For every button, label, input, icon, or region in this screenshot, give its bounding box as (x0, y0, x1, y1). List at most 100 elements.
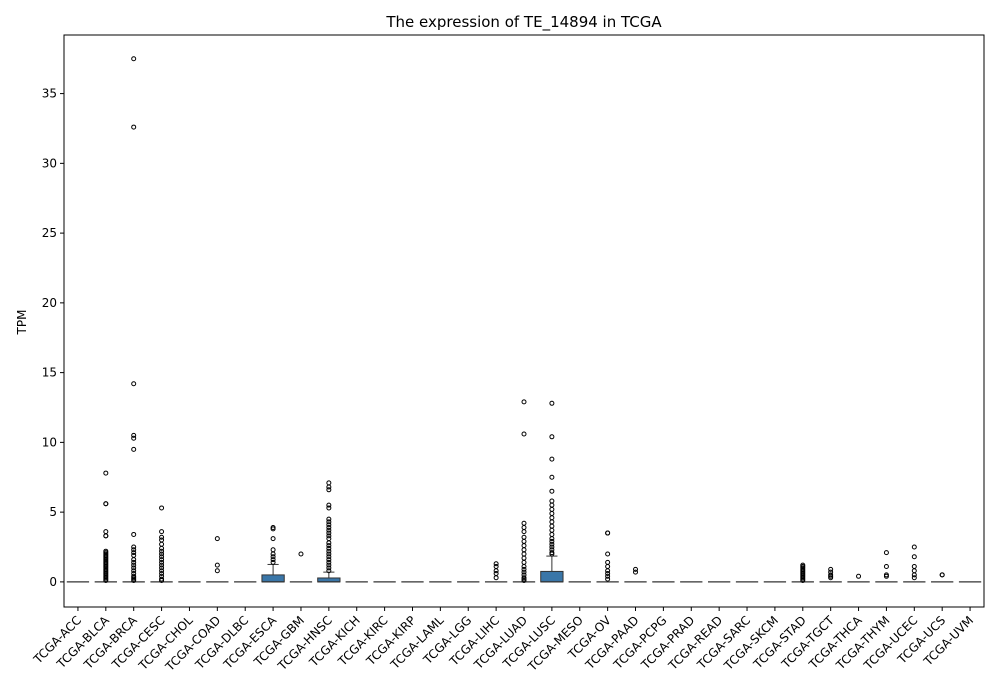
outlier-point (549, 506, 555, 512)
outlier-point (326, 562, 332, 568)
outlier-point (521, 431, 527, 437)
outlier-point (493, 568, 499, 574)
outlier-point (103, 501, 109, 507)
box-tcga-brca (122, 56, 145, 583)
outlier-point (326, 516, 332, 522)
box-tcga-lihc (484, 561, 508, 583)
outlier-point (159, 577, 165, 583)
outlier-point (326, 565, 332, 571)
outlier-point (159, 562, 165, 568)
outlier-point (326, 519, 332, 525)
outlier-point (605, 571, 611, 577)
box-tcga-tgct (819, 566, 842, 583)
box-tcga-coad (206, 536, 229, 583)
outlier-point (326, 548, 332, 554)
outlier-point (159, 568, 165, 574)
outlier-point (159, 559, 165, 565)
outlier-point (270, 536, 276, 542)
y-axis: 0 5 10 15 20 25 30 35 (42, 87, 64, 589)
outlier-point (326, 505, 332, 511)
outlier-point (549, 531, 555, 537)
outlier-point (326, 554, 332, 560)
outlier-point (911, 572, 917, 578)
box-tcga-ucec (903, 544, 926, 583)
outlier-point (856, 573, 862, 579)
box-tcga-luad (512, 399, 536, 583)
outlier-point (549, 434, 555, 440)
outlier-point (605, 551, 611, 557)
box-tcga-thca (847, 573, 870, 583)
outlier-point (326, 536, 332, 542)
outlier-point (828, 566, 834, 572)
outlier-point (131, 559, 137, 565)
outlier-point (159, 571, 165, 577)
outlier-point (131, 562, 137, 568)
outlier-point (214, 562, 220, 568)
outlier-point (326, 484, 332, 490)
outlier-point (549, 400, 555, 406)
outlier-point (131, 435, 137, 441)
y-tick-label: 5 (49, 505, 57, 519)
outlier-point (326, 502, 332, 508)
outlier-point (521, 538, 527, 544)
outlier-point (270, 547, 276, 553)
outlier-point (131, 565, 137, 571)
box-tcga-thym (875, 550, 898, 583)
outlier-point (326, 557, 332, 563)
outlier-point (159, 551, 165, 557)
outlier-point (521, 534, 527, 540)
outlier-point (159, 557, 165, 563)
outlier-point (549, 527, 555, 533)
outlier-point (605, 559, 611, 565)
outlier-point (326, 530, 332, 536)
outlier-point (521, 577, 527, 583)
outlier-point (521, 524, 527, 530)
outlier-point (326, 524, 332, 530)
outlier-point (911, 568, 917, 574)
outlier-point (633, 566, 639, 572)
outlier-point (214, 568, 220, 574)
outlier-point (521, 559, 527, 565)
y-tick-label: 20 (42, 296, 57, 310)
outlier-point (131, 381, 137, 387)
outlier-point (493, 575, 499, 581)
outlier-point (326, 540, 332, 546)
outlier-point (326, 568, 332, 574)
outlier-point (911, 544, 917, 550)
box-tcga-ov (596, 530, 619, 583)
box-body (540, 570, 564, 583)
outlier-point (493, 571, 499, 577)
outlier-point (159, 548, 165, 554)
box-tcga-ucs (931, 572, 954, 583)
outlier-point (549, 474, 555, 480)
outlier-point (549, 515, 555, 521)
outlier-point (521, 564, 527, 570)
outlier-point (159, 565, 165, 571)
outlier-point (270, 557, 276, 563)
outlier-point (270, 559, 276, 565)
outlier-point (549, 551, 555, 557)
outlier-point (911, 575, 917, 581)
box-tcga-blca (94, 470, 117, 583)
outlier-point (911, 554, 917, 560)
outlier-point (521, 569, 527, 575)
outlier-point (521, 566, 527, 572)
outlier-point (103, 533, 109, 539)
outlier-point (605, 568, 611, 574)
plot-frame (63, 34, 985, 608)
box-tcga-stad (791, 562, 814, 583)
outlier-point (549, 511, 555, 517)
chart-title: The expression of TE_14894 in TCGA (385, 13, 662, 32)
outlier-point (131, 56, 137, 62)
outlier-point (159, 534, 165, 540)
outlier-point (549, 523, 555, 529)
y-tick-label: 15 (42, 366, 57, 380)
outlier-point (159, 554, 165, 560)
outlier-point (326, 487, 332, 493)
y-tick-label: 10 (42, 435, 57, 449)
box-body (261, 574, 285, 583)
outlier-point (131, 531, 137, 537)
outlier-point (549, 544, 555, 550)
y-tick-label: 30 (42, 156, 57, 170)
